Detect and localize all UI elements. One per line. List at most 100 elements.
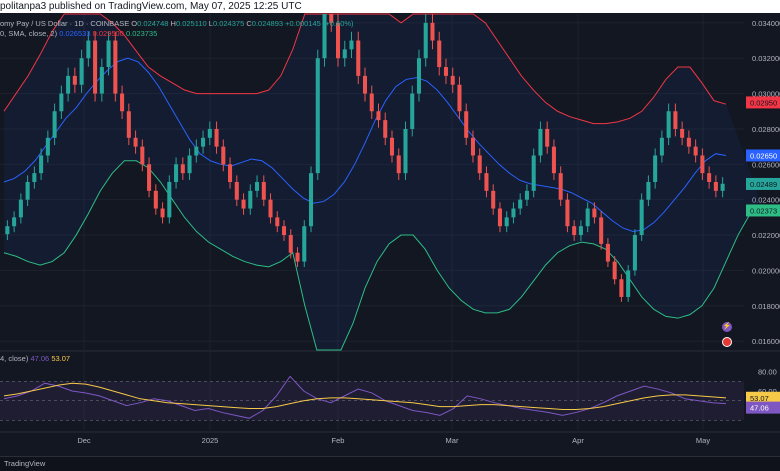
ohlc-high: 0.025110: [175, 19, 207, 28]
bolt-icon[interactable]: ⚡: [722, 322, 732, 332]
rsi-badge-bg: [746, 401, 780, 414]
candle-body: [329, 14, 334, 23]
candle-body: [140, 146, 145, 165]
time-tick-label: Feb: [332, 436, 345, 445]
candle-body: [383, 120, 388, 138]
candle-body: [349, 40, 354, 50]
candle-body: [180, 164, 185, 174]
bb-lower-badge: 0.02373: [750, 206, 777, 215]
candle-body: [356, 40, 361, 76]
flag-icon[interactable]: [722, 337, 732, 347]
tradingview-logo: TradingView: [4, 459, 46, 468]
ohlc-low: 0.024375: [212, 19, 245, 28]
candle-body: [416, 58, 422, 94]
candle-body: [659, 137, 664, 156]
candle-body: [524, 190, 529, 200]
candle-body: [86, 40, 91, 59]
candle-body: [511, 208, 516, 218]
candle-body: [106, 40, 111, 68]
candle-body: [66, 75, 71, 94]
candle-body: [538, 128, 543, 156]
candle-body: [592, 208, 597, 218]
candle-body: [133, 137, 138, 147]
candle-body: [720, 183, 725, 191]
rsi-ma-line: [3, 382, 727, 411]
candle-body: [275, 217, 280, 227]
ohlc-high-label: H: [170, 19, 176, 28]
time-tick-label: May: [696, 436, 710, 445]
candle-body: [295, 252, 300, 262]
time-tick-label: 2025: [202, 436, 219, 445]
candle-body: [504, 217, 509, 227]
bb-legend: 0, SMA, close, 2) 0.026533 0.029500 0.02…: [0, 29, 157, 39]
candle-body: [187, 155, 192, 174]
bb-basis-line: [3, 57, 727, 233]
candle-body: [612, 261, 617, 280]
rsi-params: 4, close): [0, 354, 29, 363]
candle-body: [680, 128, 685, 138]
bb-basis-badge: 0.02650: [750, 151, 777, 160]
candle-body: [713, 182, 718, 191]
candle-body: [234, 182, 239, 200]
candle-body: [572, 226, 577, 236]
candle-body: [497, 208, 502, 227]
ohlc-low-label: L: [208, 19, 213, 28]
candle-body: [241, 199, 246, 209]
bb-fill: [4, 14, 763, 350]
symbol-legend: omy Pay / US Dollar · 1D · COINBASE O0.0…: [0, 19, 354, 29]
candle-body: [120, 93, 125, 112]
candle-body: [288, 235, 293, 253]
candle-body: [99, 67, 104, 94]
candle-body: [531, 155, 536, 191]
candle-body: [491, 190, 496, 209]
candle-body: [470, 137, 475, 156]
candle-body: [578, 226, 583, 236]
candle-body: [707, 173, 712, 182]
candle-body: [410, 93, 415, 129]
candle-body: [673, 111, 678, 129]
candle-body: [147, 164, 152, 191]
candle-body: [25, 182, 30, 200]
candle-body: [12, 217, 17, 227]
candle-body: [302, 226, 307, 262]
candle-body: [248, 190, 253, 209]
candle-body: [565, 199, 570, 227]
candle-body: [396, 155, 401, 174]
candle-body: [362, 75, 368, 94]
candle-body: [464, 111, 469, 138]
time-tick-label: Dec: [77, 436, 91, 445]
candle-body: [443, 67, 448, 76]
candle-body: [201, 137, 206, 147]
candle-body: [255, 182, 260, 191]
candle-body: [484, 173, 489, 191]
rsi-ma-value: 53.07: [51, 354, 71, 363]
bb-basis-badge-bg: [746, 149, 780, 162]
published-text: politanpa3 published on TradingView.com,…: [0, 1, 302, 12]
last-price-badge: 0.02489: [750, 180, 777, 189]
candle-body: [79, 58, 84, 85]
candle-body: [457, 84, 462, 112]
candle-body: [261, 182, 266, 200]
rsi-line: [3, 375, 727, 419]
candle-body: [369, 93, 374, 112]
candle-body: [403, 128, 408, 174]
candle-body: [646, 182, 651, 200]
candle-body: [113, 40, 118, 94]
candle-body: [126, 111, 131, 138]
candle-body: [93, 40, 98, 94]
candle-body: [477, 155, 482, 174]
candle-body: [39, 155, 44, 174]
candle-body: [207, 128, 212, 138]
candle-body: [52, 111, 57, 138]
ohlc-open-label: O: [131, 19, 138, 28]
candle-body: [342, 49, 347, 59]
candle-body: [335, 22, 341, 59]
price-tick-label: 0.016000: [752, 337, 780, 346]
rsi-ma-badge-bg: [746, 391, 780, 404]
last-price-badge-bg: [746, 177, 780, 190]
candle-body: [686, 137, 691, 147]
